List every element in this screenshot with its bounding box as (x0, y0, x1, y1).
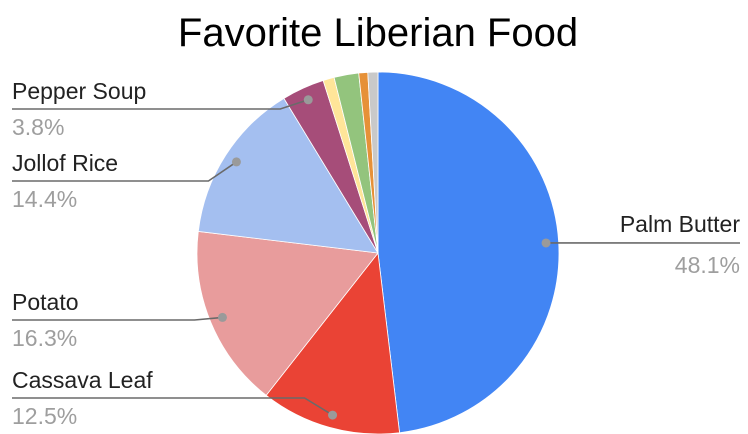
leader-dot-jollof-rice (231, 157, 241, 167)
slice-percent-cassava-leaf: 12.5% (12, 403, 77, 429)
leader-line-pepper-soup (12, 99, 309, 110)
leader-dot-potato (217, 312, 227, 322)
leader-line-jollof-rice (12, 161, 237, 182)
slice-label-potato: Potato (12, 289, 79, 315)
leader-lines (12, 95, 741, 420)
pie-slice-jollof-rice (197, 97, 379, 254)
slice-percent-potato: 16.3% (12, 325, 77, 351)
pie-slice-palm-butter (377, 71, 560, 434)
leader-line-potato (12, 316, 223, 321)
slice-percent-palm-butter: 48.1% (675, 252, 740, 278)
chart-title: Favorite Liberian Food (178, 11, 578, 55)
slice-percent-jollof-rice: 14.4% (12, 186, 77, 212)
leader-dot-cassava-leaf (328, 410, 338, 420)
pie-slice-other-8 (367, 71, 379, 254)
slice-label-cassava-leaf: Cassava Leaf (12, 367, 153, 393)
leader-dot-palm-butter (541, 238, 551, 248)
slice-label-palm-butter: Palm Butter (620, 211, 740, 237)
slice-label-jollof-rice: Jollof Rice (12, 150, 118, 176)
leader-line-cassava-leaf (12, 397, 333, 416)
slice-percent-pepper-soup: 3.8% (12, 114, 64, 140)
pie-slice-potato (196, 230, 379, 396)
leader-dot-pepper-soup (303, 95, 313, 105)
pie-slices (196, 71, 560, 434)
slice-labels: Palm Butter 48.1% Cassava Leaf 12.5% Potato 1… (12, 78, 740, 429)
slice-label-pepper-soup: Pepper Soup (12, 78, 146, 104)
